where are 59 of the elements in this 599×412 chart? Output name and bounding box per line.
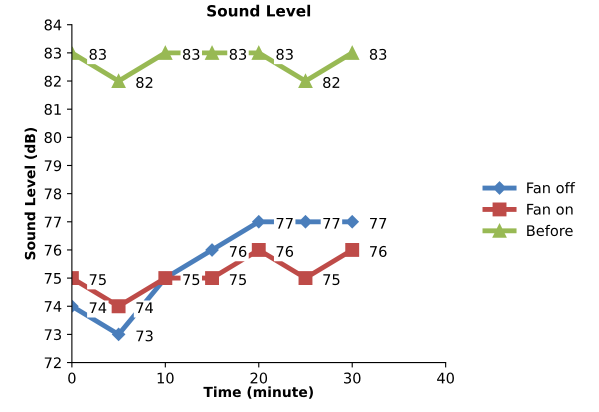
- y-tick-label: 82: [44, 76, 61, 87]
- point: [345, 243, 360, 257]
- data-label: 73: [136, 330, 153, 342]
- point: [158, 46, 172, 60]
- data-label: 83: [370, 48, 386, 60]
- point: [112, 328, 126, 341]
- point: [252, 215, 266, 228]
- y-tick-label: 81: [44, 104, 61, 115]
- y-tick-label: 72: [44, 357, 61, 368]
- y-tick-label: 76: [44, 244, 62, 256]
- x-tick-label: 30: [344, 372, 361, 384]
- data-label: 83: [90, 48, 106, 60]
- x-tick-label: 40: [437, 372, 454, 384]
- legend-label: Before: [527, 224, 573, 236]
- y-tick-label: 73: [44, 329, 61, 340]
- point: [252, 243, 266, 257]
- data-label: 76: [370, 246, 387, 257]
- data-label: 83: [276, 48, 293, 60]
- point: [205, 46, 219, 60]
- point: [298, 74, 312, 88]
- data-label: 74: [90, 302, 106, 314]
- data-label: 75: [183, 274, 200, 286]
- legend-label: Fan off: [527, 182, 576, 194]
- data-label: 77: [323, 218, 340, 229]
- chart-title: Sound Level: [207, 4, 310, 17]
- point: [112, 299, 126, 314]
- data-label: 76: [230, 246, 246, 257]
- legend-label: Fan on: [527, 204, 573, 215]
- y-tick-label: 80: [44, 132, 62, 144]
- y-tick-label: 74: [44, 301, 62, 312]
- x-tick-label: 10: [158, 372, 174, 384]
- data-label: 82: [323, 77, 340, 88]
- y-tick-label: 84: [44, 19, 62, 30]
- data-label: 83: [182, 48, 200, 60]
- y-axis-title: Sound Level (dB): [24, 128, 37, 260]
- point: [345, 46, 360, 60]
- x-axis-title: Time (minute): [203, 386, 313, 399]
- x-tick-label: 0: [68, 372, 76, 384]
- data-label: 76: [276, 246, 294, 257]
- point: [205, 243, 219, 257]
- y-tick-label: 77: [44, 216, 61, 228]
- y-tick-label: 75: [44, 273, 61, 284]
- data-label: 77: [276, 218, 293, 229]
- point: [112, 74, 126, 88]
- data-label: 75: [90, 274, 106, 286]
- data-label: 75: [230, 274, 246, 286]
- y-tick-label: 79: [44, 160, 62, 172]
- point: [298, 271, 312, 286]
- data-label: 74: [136, 302, 154, 314]
- data-label: 77: [370, 218, 386, 229]
- data-label: 82: [136, 77, 152, 88]
- point: [346, 215, 359, 228]
- y-tick-label: 78: [44, 188, 62, 200]
- data-label: 75: [323, 274, 340, 286]
- data-label: 83: [230, 48, 246, 60]
- point: [205, 271, 219, 286]
- point: [252, 46, 266, 60]
- x-tick-label: 20: [250, 372, 268, 384]
- y-tick-label: 83: [44, 48, 61, 59]
